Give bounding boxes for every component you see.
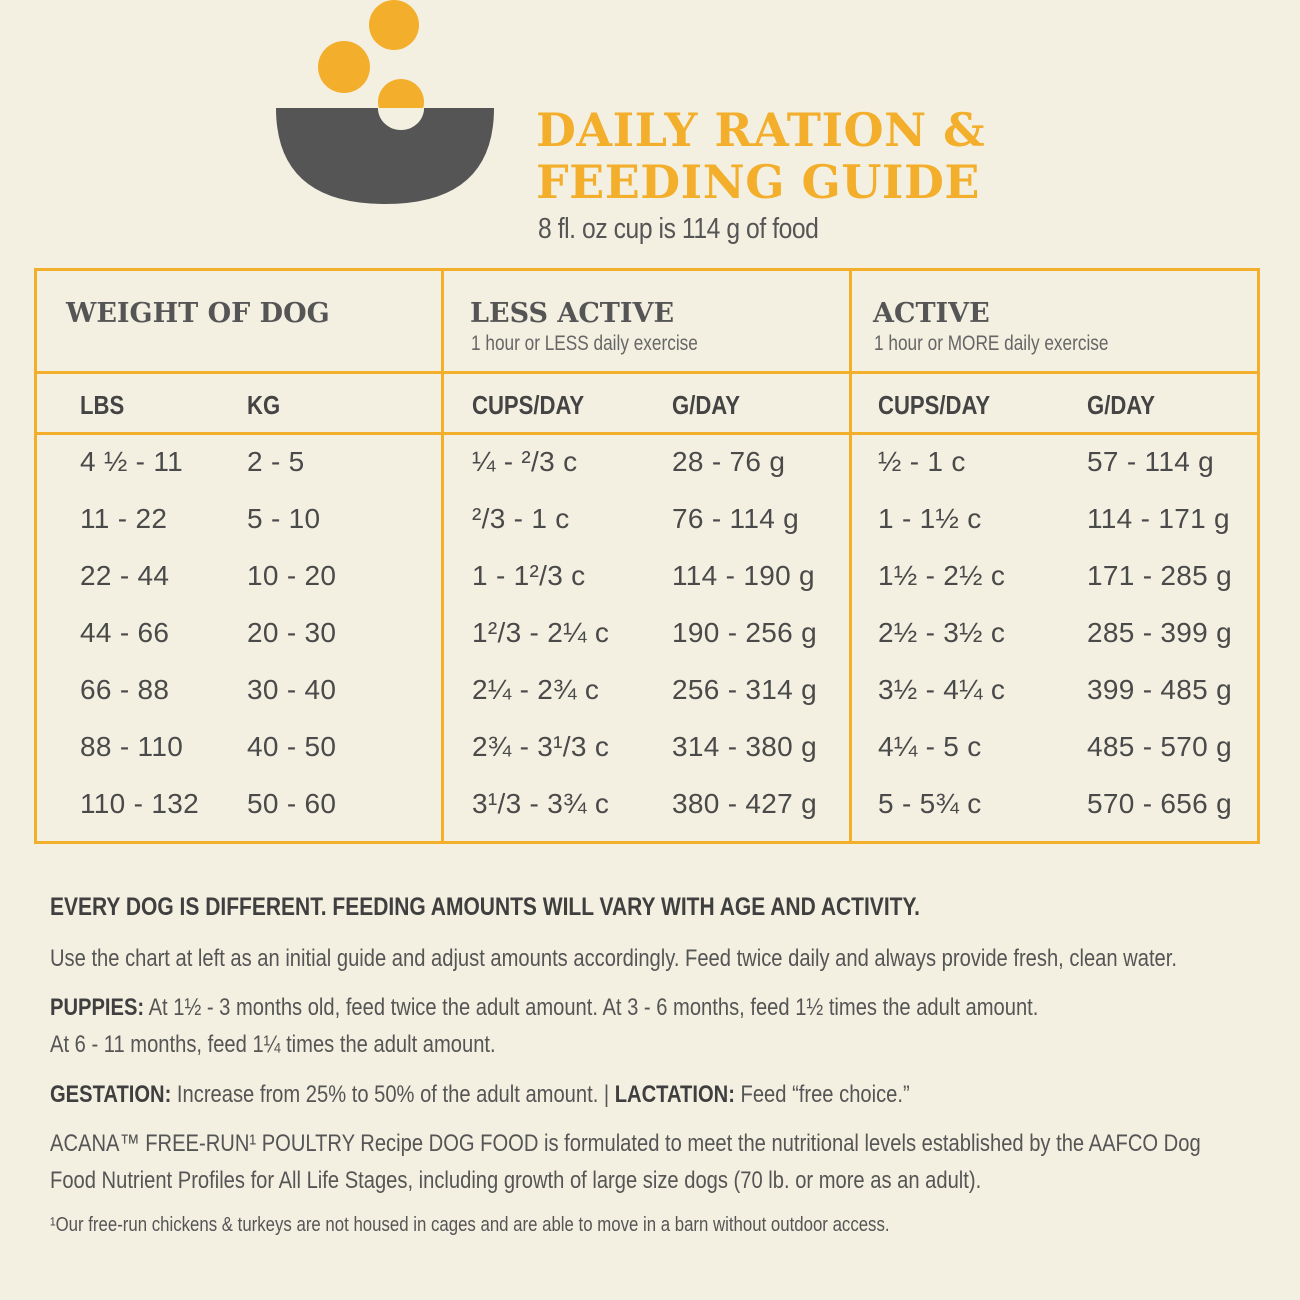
table-cell-active-grams: 171 - 285 g <box>1087 560 1232 591</box>
aafco-line-2: Food Nutrient Profiles for All Life Stag… <box>50 1167 982 1194</box>
table-cell-lbs: 88 - 110 <box>80 731 184 762</box>
puppies-text-2: At 6 - 11 months, feed 1¼ times the adul… <box>50 1031 496 1058</box>
table-cell-active-cups: 3½ - 4¼ c <box>878 674 1006 705</box>
table-cell-lbs: 110 - 132 <box>80 788 199 819</box>
puppies-text-1: At 1½ - 3 months old, feed twice the adu… <box>144 994 1039 1021</box>
table-cell-active-cups: 2½ - 3½ c <box>878 617 1006 648</box>
page-title-line-2: FEEDING GUIDE <box>536 155 980 209</box>
table-cell-kg: 10 - 20 <box>247 560 337 591</box>
footnote: ¹Our free-run chickens & turkeys are not… <box>50 1214 890 1236</box>
table-cell-kg: 2 - 5 <box>247 446 305 477</box>
table-cell-less-grams: 76 - 114 g <box>672 503 800 534</box>
table-divider <box>441 268 444 844</box>
column-header-lbs: LBS <box>80 390 125 420</box>
table-cell-less-grams: 256 - 314 g <box>672 674 817 705</box>
group-header-active: ACTIVE <box>873 298 990 329</box>
table-cell-lbs: 66 - 88 <box>80 674 170 705</box>
table-cell-lbs: 44 - 66 <box>80 617 170 648</box>
gestation-text: Increase from 25% to 50% of the adult am… <box>171 1081 615 1108</box>
table-cell-less-cups: 3¹/3 - 3¾ c <box>472 788 610 819</box>
group-header-less-active: LESS ACTIVE <box>470 298 675 329</box>
table-cell-less-cups: 2¾ - 3¹/3 c <box>472 731 610 762</box>
table-cell-active-grams: 57 - 114 g <box>1087 446 1215 477</box>
bowl-with-kibble-icon <box>276 0 494 204</box>
gestation-lactation-note: GESTATION: Increase from 25% to 50% of t… <box>50 1076 1209 1113</box>
table-divider <box>34 432 1260 435</box>
gestation-label: GESTATION: <box>50 1081 172 1108</box>
table-cell-less-cups: ²/3 - 1 c <box>472 503 570 534</box>
kibble-left <box>318 41 370 93</box>
aafco-line-1: ACANA™ FREE-RUN¹ POULTRY Recipe DOG FOOD… <box>50 1130 1201 1157</box>
kibble-in-bowl <box>378 108 424 130</box>
lactation-label: LACTATION: <box>614 1081 735 1108</box>
column-header-active-cups: CUPS/DAY <box>878 390 991 420</box>
table-cell-less-cups: 1 - 1²/3 c <box>472 560 586 591</box>
table-cell-lbs: 4 ½ - 11 <box>80 446 184 477</box>
group-header-weight: WEIGHT OF DOG <box>66 298 330 329</box>
table-cell-active-cups: 4¼ - 5 c <box>878 731 982 762</box>
table-cell-kg: 40 - 50 <box>247 731 337 762</box>
table-cell-kg: 5 - 10 <box>247 503 321 534</box>
puppies-note: PUPPIES: At 1½ - 3 months old, feed twic… <box>50 989 1209 1063</box>
table-cell-active-cups: 1½ - 2½ c <box>878 560 1006 591</box>
bowl <box>276 108 494 204</box>
table-cell-less-cups: 2¼ - 2¾ c <box>472 674 600 705</box>
usage-note: Use the chart at left as an initial guid… <box>50 945 1177 972</box>
column-header-active-grams: G/DAY <box>1087 390 1155 420</box>
feeding-table <box>34 268 1260 844</box>
group-subheader-active: 1 hour or MORE daily exercise <box>874 332 1109 355</box>
column-header-less-cups: CUPS/DAY <box>472 390 585 420</box>
table-cell-active-cups: 5 - 5¾ c <box>878 788 982 819</box>
group-subheader-less-active: 1 hour or LESS daily exercise <box>471 332 698 355</box>
puppies-label: PUPPIES: <box>50 994 145 1021</box>
table-cell-kg: 20 - 30 <box>247 617 337 648</box>
table-divider <box>849 268 852 844</box>
aafco-statement: ACANA™ FREE-RUN¹ POULTRY Recipe DOG FOOD… <box>50 1125 1209 1199</box>
table-cell-less-cups: ¼ - ²/3 c <box>472 446 578 477</box>
table-cell-less-grams: 380 - 427 g <box>672 788 817 819</box>
table-cell-kg: 50 - 60 <box>247 788 337 819</box>
lactation-text: Feed “free choice.” <box>734 1081 910 1108</box>
table-cell-less-grams: 114 - 190 g <box>672 560 815 591</box>
notes-headline: EVERY DOG IS DIFFERENT. FEEDING AMOUNTS … <box>50 893 921 921</box>
table-cell-active-grams: 485 - 570 g <box>1087 731 1232 762</box>
table-cell-kg: 30 - 40 <box>247 674 337 705</box>
cup-size-subtitle: 8 fl. oz cup is 114 g of food <box>538 213 819 245</box>
table-divider <box>34 371 1260 374</box>
table-cell-active-grams: 285 - 399 g <box>1087 617 1232 648</box>
table-cell-less-grams: 28 - 76 g <box>672 446 786 477</box>
table-cell-less-cups: 1²/3 - 2¼ c <box>472 617 610 648</box>
column-header-kg: KG <box>247 390 281 420</box>
kibble-top <box>369 0 419 50</box>
table-cell-active-grams: 570 - 656 g <box>1087 788 1232 819</box>
column-header-less-grams: G/DAY <box>672 390 740 420</box>
table-cell-active-grams: 399 - 485 g <box>1087 674 1232 705</box>
table-cell-active-cups: ½ - 1 c <box>878 446 966 477</box>
table-cell-lbs: 11 - 22 <box>80 503 168 534</box>
page-title-line-1: DAILY RATION & <box>536 103 986 157</box>
table-cell-active-grams: 114 - 171 g <box>1087 503 1230 534</box>
table-cell-less-grams: 314 - 380 g <box>672 731 817 762</box>
table-cell-lbs: 22 - 44 <box>80 560 170 591</box>
table-cell-active-cups: 1 - 1½ c <box>878 503 982 534</box>
table-cell-less-grams: 190 - 256 g <box>672 617 817 648</box>
